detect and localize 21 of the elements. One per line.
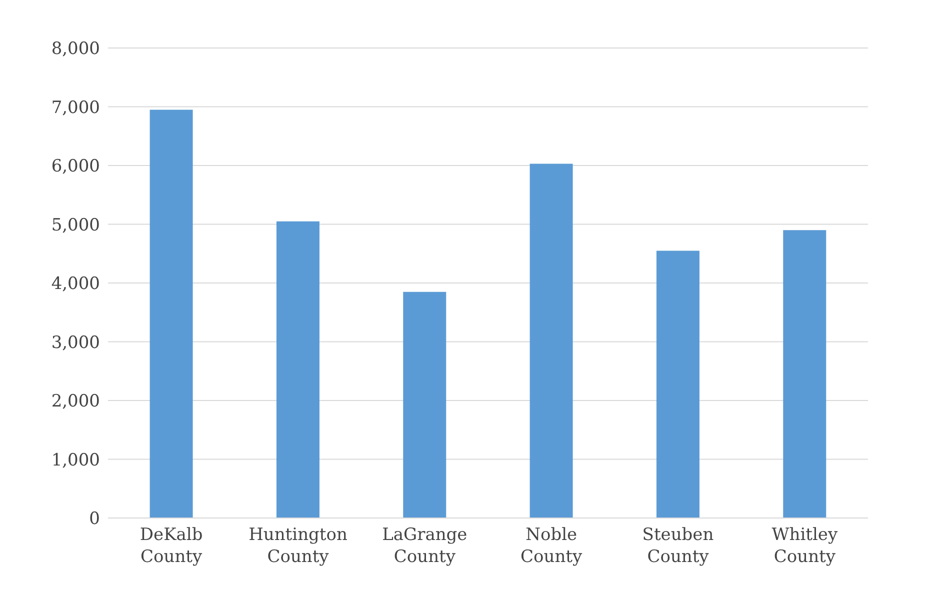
bar <box>403 292 446 518</box>
bar <box>150 110 193 518</box>
x-tick-label: Huntington County <box>248 525 348 567</box>
x-tick-label: LaGrange County <box>382 525 468 567</box>
bar <box>276 221 320 518</box>
y-tick-label: 3,000 <box>51 332 100 353</box>
y-tick-label: 4,000 <box>51 274 100 294</box>
y-tick-label: 0 <box>89 509 100 530</box>
y-tick-label: 1,000 <box>51 450 100 470</box>
x-tick-label: Whitley County <box>772 525 838 567</box>
bar <box>530 164 573 518</box>
x-tick-label: Noble County <box>520 525 583 567</box>
y-tick-label: 8,000 <box>51 39 100 60</box>
x-tick-label: Steuben County <box>642 525 714 567</box>
y-tick-label: 6,000 <box>51 156 100 177</box>
bar <box>783 230 826 518</box>
y-tick-label: 2,000 <box>51 392 100 412</box>
bar <box>656 250 700 518</box>
y-tick-label: 7,000 <box>51 98 100 118</box>
y-tick-label: 5,000 <box>51 215 100 236</box>
x-tick-label: DeKalb County <box>140 525 203 567</box>
